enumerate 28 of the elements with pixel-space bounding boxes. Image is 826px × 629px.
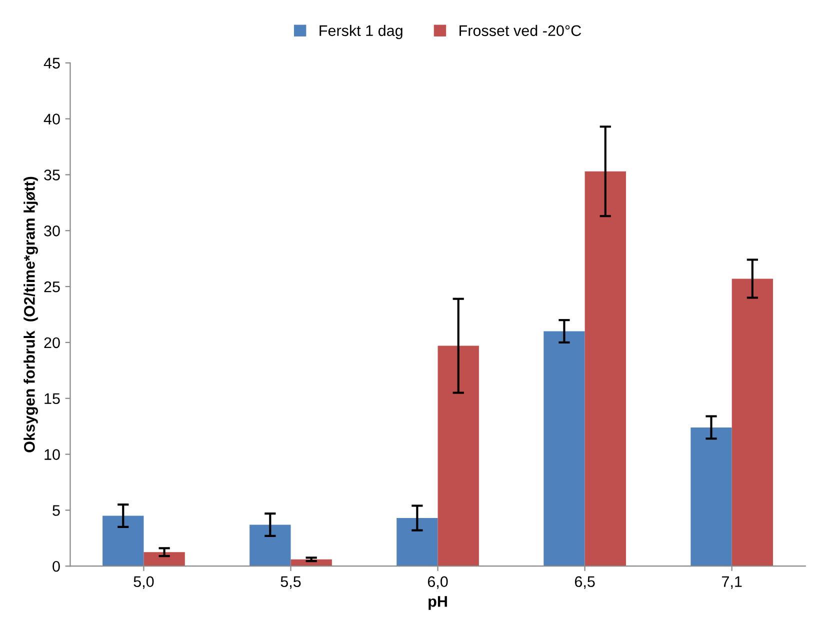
bar: [144, 552, 185, 566]
x-tick-label: 5,5: [280, 576, 301, 589]
y-tick-label: 5: [52, 505, 60, 516]
y-tick-label: 15: [44, 393, 60, 404]
y-tick-label: 25: [44, 281, 60, 292]
y-tick-label: 0: [52, 560, 60, 572]
y-tick-label: 35: [44, 170, 60, 180]
x-tick-label: 6,5: [574, 576, 595, 589]
y-tick-label: 45: [44, 58, 60, 69]
y-tick-label: 20: [44, 337, 60, 348]
y-axis-title: Oksygen forbruk (O2/time*gram kjøtt): [24, 176, 38, 452]
y-tick-label: 10: [44, 449, 60, 460]
legend-label: Frosset ved -20°C: [460, 24, 582, 36]
bar: [250, 524, 291, 566]
bar: [544, 331, 585, 566]
x-tick-label: 5,0: [134, 576, 154, 589]
legend-label: Ferskt 1 dag: [320, 24, 402, 40]
bar: [438, 346, 479, 566]
bar: [690, 427, 732, 566]
x-tick-label: 6,0: [428, 576, 448, 589]
bar: [584, 171, 626, 566]
x-tick-label: 7,1: [722, 576, 742, 589]
x-axis-title: pH: [428, 596, 447, 610]
bar: [396, 518, 438, 566]
bar: [732, 278, 774, 566]
y-tick-label: 30: [44, 226, 60, 236]
bar: [102, 516, 144, 566]
y-tick-label: 40: [44, 114, 60, 124]
